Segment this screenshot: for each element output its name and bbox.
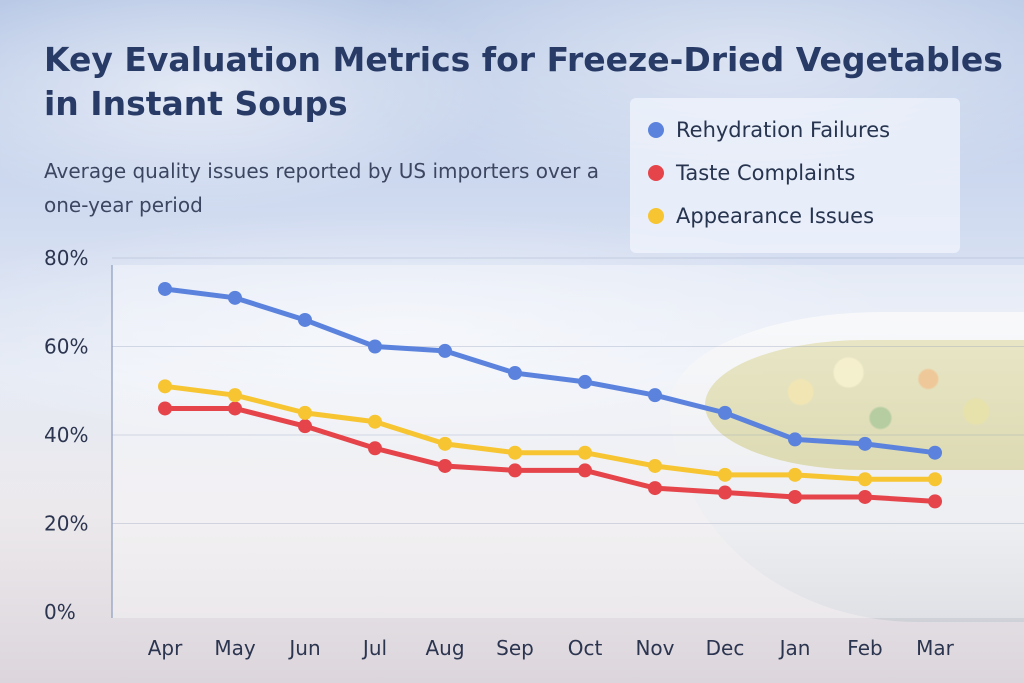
x-tick-label: Aug [425, 636, 464, 660]
data-point [228, 290, 242, 305]
data-point [788, 467, 802, 482]
y-tick-label: 40% [44, 423, 88, 447]
data-point [578, 463, 592, 478]
y-tick-label: 80% [44, 246, 88, 270]
data-point [788, 432, 802, 447]
legend-label: Appearance Issues [676, 204, 875, 228]
data-point [298, 419, 312, 434]
y-tick-label: 20% [44, 512, 88, 536]
data-point [648, 388, 662, 403]
legend-item-taste: Taste Complaints [648, 161, 855, 185]
data-point [718, 405, 732, 420]
data-point [578, 445, 592, 460]
data-point [508, 463, 522, 478]
x-tick-label: Nov [635, 636, 674, 660]
x-tick-label: Mar [916, 636, 955, 660]
x-tick-label: Jan [778, 636, 811, 660]
x-tick-label: Apr [148, 636, 183, 660]
data-point [228, 401, 242, 416]
legend-item-appearance: Appearance Issues [648, 204, 874, 228]
x-tick-label: Oct [568, 636, 603, 660]
data-point [788, 489, 802, 504]
legend-dot-icon [648, 165, 664, 181]
data-point [438, 343, 452, 358]
x-tick-label: Feb [847, 636, 882, 660]
data-point [158, 379, 172, 394]
data-point [858, 472, 872, 487]
data-point [508, 445, 522, 460]
x-tick-label: Jun [287, 636, 320, 660]
data-point [508, 366, 522, 381]
plot-area [112, 265, 1024, 618]
data-point [158, 281, 172, 296]
data-point [368, 414, 382, 429]
data-point [438, 436, 452, 451]
y-tick-label: 0% [44, 600, 76, 624]
data-point [858, 436, 872, 451]
legend-label: Rehydration Failures [676, 118, 891, 142]
legend-dot-icon [648, 122, 664, 138]
data-point [298, 312, 312, 327]
data-point [718, 467, 732, 482]
series-line [164, 383, 935, 482]
x-tick-label: Jul [361, 636, 387, 660]
data-point [298, 405, 312, 420]
data-point [858, 489, 872, 504]
series-line [165, 405, 936, 504]
data-point [438, 458, 452, 473]
data-point [368, 441, 382, 456]
chart-title: Key Evaluation Metrics for Freeze-Dried … [44, 40, 1003, 123]
legend-label: Taste Complaints [676, 161, 856, 185]
data-point [718, 485, 732, 500]
data-point [928, 445, 942, 460]
x-tick-label: Dec [706, 636, 745, 660]
chart-subtitle: Average quality issues reported by US im… [44, 159, 599, 217]
y-tick-label: 60% [44, 335, 88, 359]
data-point [158, 401, 172, 416]
data-point [928, 472, 942, 487]
x-tick-label: Sep [496, 636, 534, 660]
legend: Rehydration Failures Taste Complaints Ap… [630, 98, 960, 253]
data-point [368, 339, 382, 354]
legend-dot-icon [648, 208, 664, 224]
x-tick-label: May [214, 636, 256, 660]
data-point [928, 494, 942, 509]
series-line [164, 286, 936, 456]
data-point [578, 374, 592, 389]
data-point [648, 481, 662, 496]
data-point [648, 458, 662, 473]
data-point [228, 388, 242, 403]
legend-item-rehydration: Rehydration Failures [648, 118, 890, 142]
